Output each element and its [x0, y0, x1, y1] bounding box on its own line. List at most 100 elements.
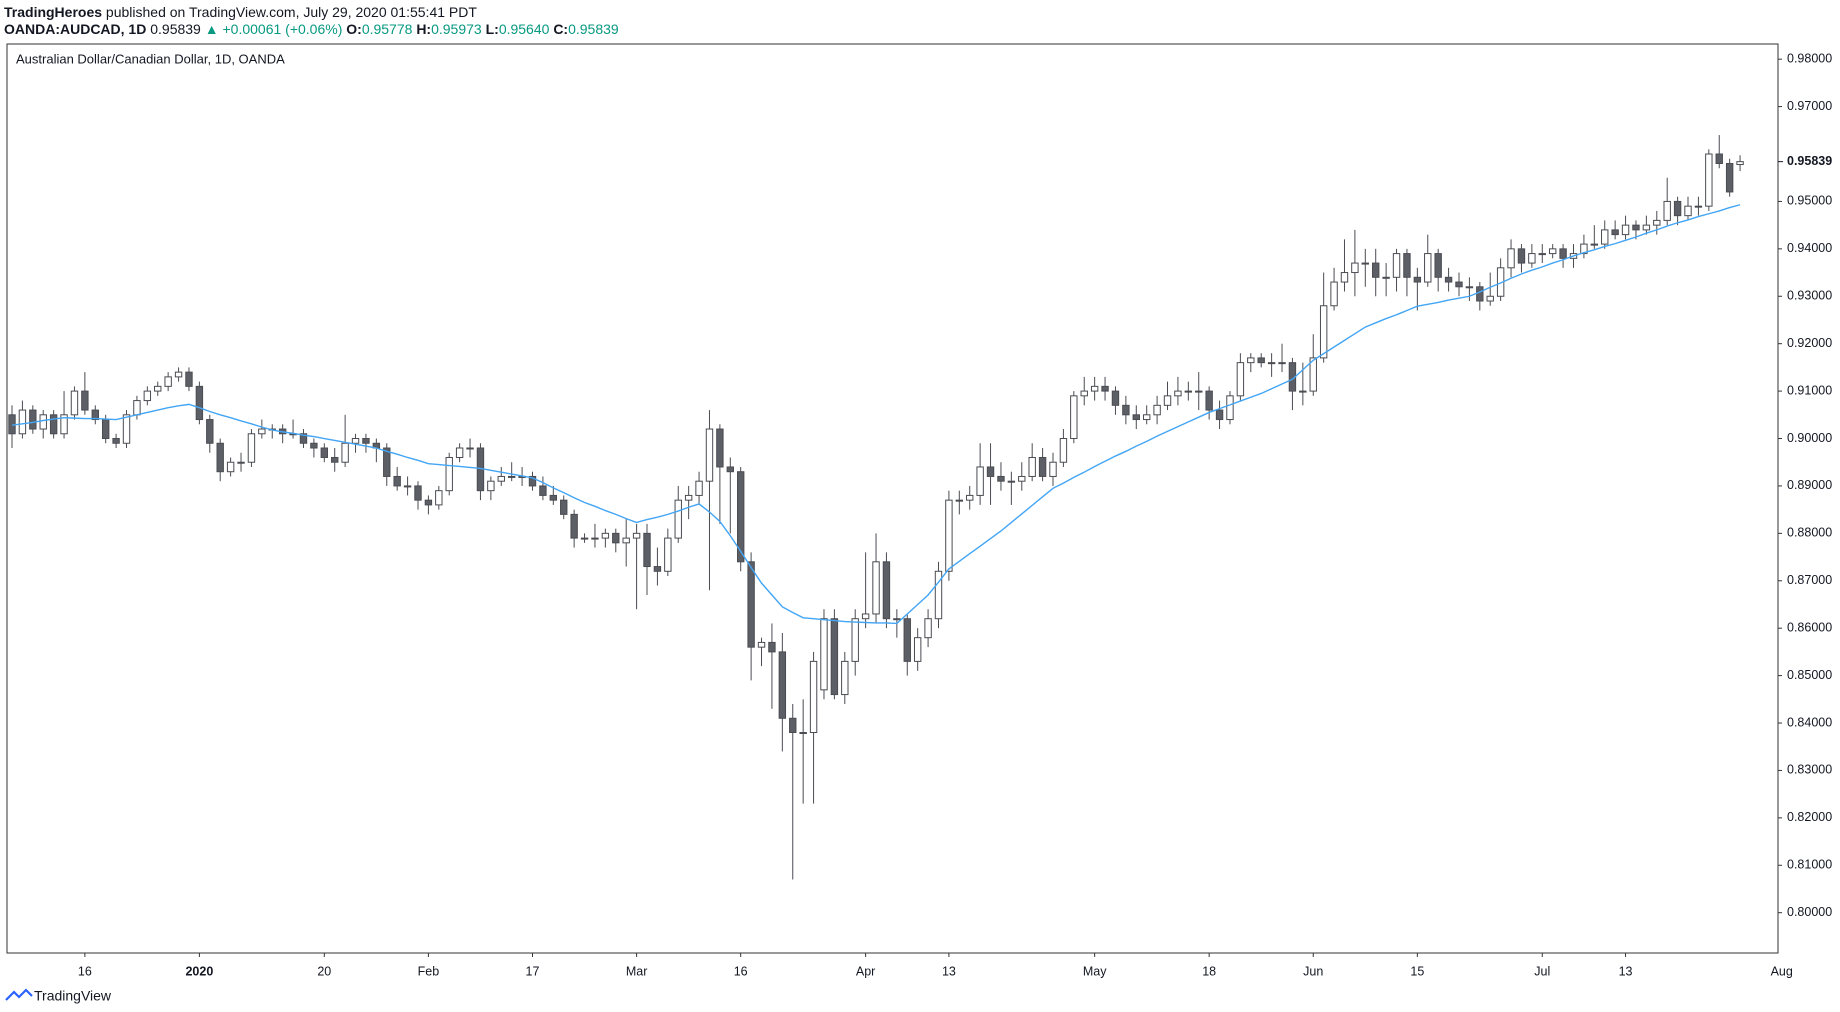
y-tick-label: 0.94000	[1787, 241, 1832, 255]
candle-body	[91, 409, 99, 421]
candle-body	[591, 537, 599, 540]
candle-body	[976, 466, 984, 496]
last: 0.95839	[150, 21, 201, 37]
x-tick-label: 18	[1202, 964, 1216, 978]
ohlc-label: H:	[416, 21, 431, 37]
candle-body	[70, 390, 79, 416]
candle-body	[1403, 253, 1411, 278]
candle-body	[1122, 404, 1130, 416]
candle-body	[299, 433, 308, 444]
published: published on TradingView.com, July 29, 2…	[106, 4, 477, 20]
author: TradingHeroes	[4, 4, 102, 20]
candle-body	[893, 618, 901, 621]
candle-body	[560, 499, 568, 515]
x-tick-label: Mar	[626, 964, 648, 978]
candle-body	[622, 537, 630, 544]
candle-body	[424, 499, 433, 506]
candle-body	[49, 414, 58, 435]
candle-body	[737, 471, 745, 563]
y-tick-label: 0.88000	[1787, 526, 1832, 540]
candle-body	[154, 385, 162, 392]
candle-body	[1018, 475, 1026, 482]
candle-body	[1184, 390, 1193, 393]
footer-brand: TradingView	[34, 988, 112, 1004]
candle-body	[122, 414, 131, 444]
candle-body	[1226, 395, 1234, 421]
candle-body	[1153, 404, 1161, 416]
candle-body	[1142, 414, 1151, 421]
last-price-label: 0.95839	[1787, 154, 1832, 168]
candle-body	[1725, 162, 1734, 193]
moving-average	[11, 204, 1741, 625]
candle-body	[455, 447, 464, 458]
candle-body	[185, 371, 193, 387]
candle-body	[1028, 456, 1036, 477]
candle-body	[580, 537, 589, 540]
candle-body	[1007, 480, 1016, 483]
y-tick-label: 0.83000	[1787, 763, 1832, 777]
ohlc-label: L:	[486, 21, 499, 37]
candle-body	[1090, 385, 1099, 392]
candle-body	[174, 371, 183, 378]
candle-body	[101, 419, 110, 440]
footer-logo	[5, 988, 33, 1001]
candle-body	[1382, 276, 1390, 279]
candle-body	[1548, 248, 1557, 255]
candle-body	[1205, 390, 1213, 411]
candle-body	[1340, 272, 1349, 283]
candle-body	[674, 499, 682, 539]
candle-body	[445, 456, 453, 492]
change: +0.00061 (+0.06%)	[222, 21, 342, 37]
candle-body	[1632, 224, 1640, 231]
candle-body	[716, 428, 724, 468]
x-tick-label: 13	[942, 964, 956, 978]
candle-body	[820, 618, 828, 691]
candle-body	[1361, 262, 1370, 265]
candle-body	[632, 532, 641, 539]
y-tick-label: 0.90000	[1787, 431, 1832, 445]
x-tick-label: 2020	[185, 964, 213, 978]
candle-body	[1705, 153, 1713, 207]
candle-body	[695, 480, 703, 496]
candle-body	[497, 475, 505, 482]
candle-body	[1476, 286, 1484, 302]
x-tick-label: 13	[1619, 964, 1633, 978]
candle-body	[507, 475, 516, 478]
candle-body	[1538, 253, 1546, 256]
x-tick-label: 16	[734, 964, 748, 978]
plot-frame	[6, 43, 1779, 954]
y-tick-label: 0.97000	[1787, 99, 1832, 113]
candle-body	[1694, 205, 1703, 208]
ohlc-value: 0.95778	[362, 21, 413, 37]
x-tick-label: 15	[1410, 964, 1424, 978]
y-tick-label: 0.81000	[1787, 858, 1832, 872]
candle-body	[1465, 286, 1474, 289]
candle-body	[1132, 414, 1140, 421]
candle-body	[164, 376, 172, 387]
y-tick-label: 0.95000	[1787, 194, 1832, 208]
candle-body	[320, 447, 329, 458]
candle-body	[664, 537, 672, 572]
candle-body	[1257, 357, 1265, 364]
candle-body	[549, 494, 558, 501]
last-price-box	[1779, 153, 1839, 170]
candle-body	[237, 461, 245, 464]
candle-body	[81, 390, 89, 411]
candle-body	[1580, 243, 1588, 255]
candle-body	[1663, 200, 1671, 221]
ohlc-label: O:	[346, 21, 362, 37]
candle-body	[1559, 248, 1567, 259]
x-tick-label: Jul	[1534, 964, 1550, 978]
candle-body	[1278, 362, 1286, 365]
candle-body	[653, 566, 662, 572]
candle-body	[351, 438, 360, 444]
candle-body	[1163, 395, 1172, 406]
candle-body	[414, 485, 422, 501]
y-tick-label: 0.86000	[1787, 620, 1832, 634]
x-tick-label: 20	[317, 964, 331, 978]
candle-body	[945, 499, 953, 572]
candle-body	[830, 618, 839, 696]
candle-body	[1590, 243, 1599, 246]
candle-body	[861, 613, 870, 620]
candle-body	[1486, 295, 1494, 302]
